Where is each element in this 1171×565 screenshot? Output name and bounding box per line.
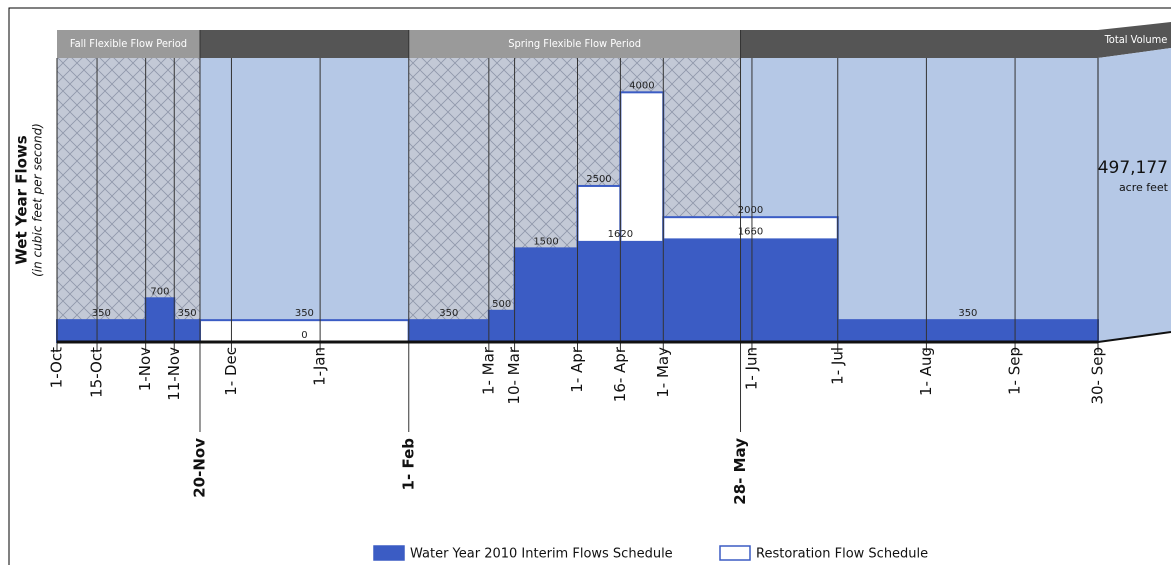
total-unit: acre feet [1119, 181, 1169, 194]
interim-step [145, 298, 175, 342]
x-tick-label: 1- Mar [479, 346, 497, 395]
legend-swatch [719, 545, 751, 561]
x-tick-label: 10- Mar [505, 346, 523, 404]
total-label: Total Volume [1104, 33, 1168, 46]
flexible-period-banner [57, 30, 200, 58]
total-panel [1098, 48, 1171, 342]
x-tick-label: 1-Jan [311, 347, 329, 386]
interim-step [514, 248, 578, 342]
flexible-period-area [57, 58, 200, 342]
legend-swatch [373, 545, 405, 561]
interim-label: 350 [439, 308, 458, 319]
restoration-label: 2000 [738, 205, 763, 216]
interim-step [663, 238, 838, 342]
legend-label: Restoration Flow Schedule [756, 547, 928, 562]
period-label: Spring Flexible Flow Period [508, 37, 641, 50]
x-tick-label: 1- Jun [742, 347, 760, 390]
interim-label: 700 [150, 286, 169, 297]
y-label: Wet Year Flows [13, 135, 31, 265]
frame [8, 7, 1171, 565]
total-banner [1098, 22, 1171, 58]
x-tick-label: 1- Jul [828, 347, 846, 385]
x-tick-label: 1- Feb [399, 438, 417, 491]
interim-label: 1660 [738, 226, 763, 237]
x-tick-label: 30- Sep [1089, 347, 1107, 405]
interim-step [837, 320, 1098, 342]
x-tick-label: 1- Aug [917, 347, 935, 396]
interim-label: 350 [958, 308, 977, 319]
flexible-period-banner [408, 30, 741, 58]
interim-label: 1500 [533, 236, 558, 247]
x-tick-label: 1-Nov [136, 347, 154, 391]
x-tick-label: 16- Apr [611, 346, 629, 402]
legend-label: Water Year 2010 Interim Flows Schedule [410, 547, 673, 562]
x-tick-label: 28- May [731, 438, 749, 505]
interim-label: 350 [178, 308, 197, 319]
interim-label: 350 [92, 308, 111, 319]
y-sublabel: (in cubic feet per second) [31, 123, 45, 277]
restoration-label: 350 [295, 308, 314, 319]
interim-label: 1620 [608, 229, 633, 240]
interim-label: 500 [492, 299, 511, 310]
restoration-label: 4000 [629, 80, 654, 91]
period-label: Fall Flexible Flow Period [70, 37, 187, 50]
x-tick-label: 1- May [654, 347, 672, 398]
x-tick-label: 1- Apr [568, 346, 586, 393]
x-tick-label: 20-Nov [190, 438, 208, 498]
x-tick-label: 1- Dec [222, 347, 240, 396]
interim-step [57, 320, 146, 342]
x-tick-label: 15-Oct [88, 347, 106, 398]
interim-step [174, 320, 200, 342]
total-value: 497,177 [1098, 158, 1168, 178]
restoration-label: 2500 [586, 174, 611, 185]
x-tick-label: 1-Oct [48, 347, 66, 388]
interim-step [408, 320, 489, 342]
interim-label: 0 [301, 330, 307, 341]
x-tick-label: 11-Nov [165, 347, 183, 401]
x-tick-label: 1- Sep [1006, 347, 1024, 395]
x-axis-extension [1097, 331, 1171, 343]
interim-step [488, 310, 515, 342]
